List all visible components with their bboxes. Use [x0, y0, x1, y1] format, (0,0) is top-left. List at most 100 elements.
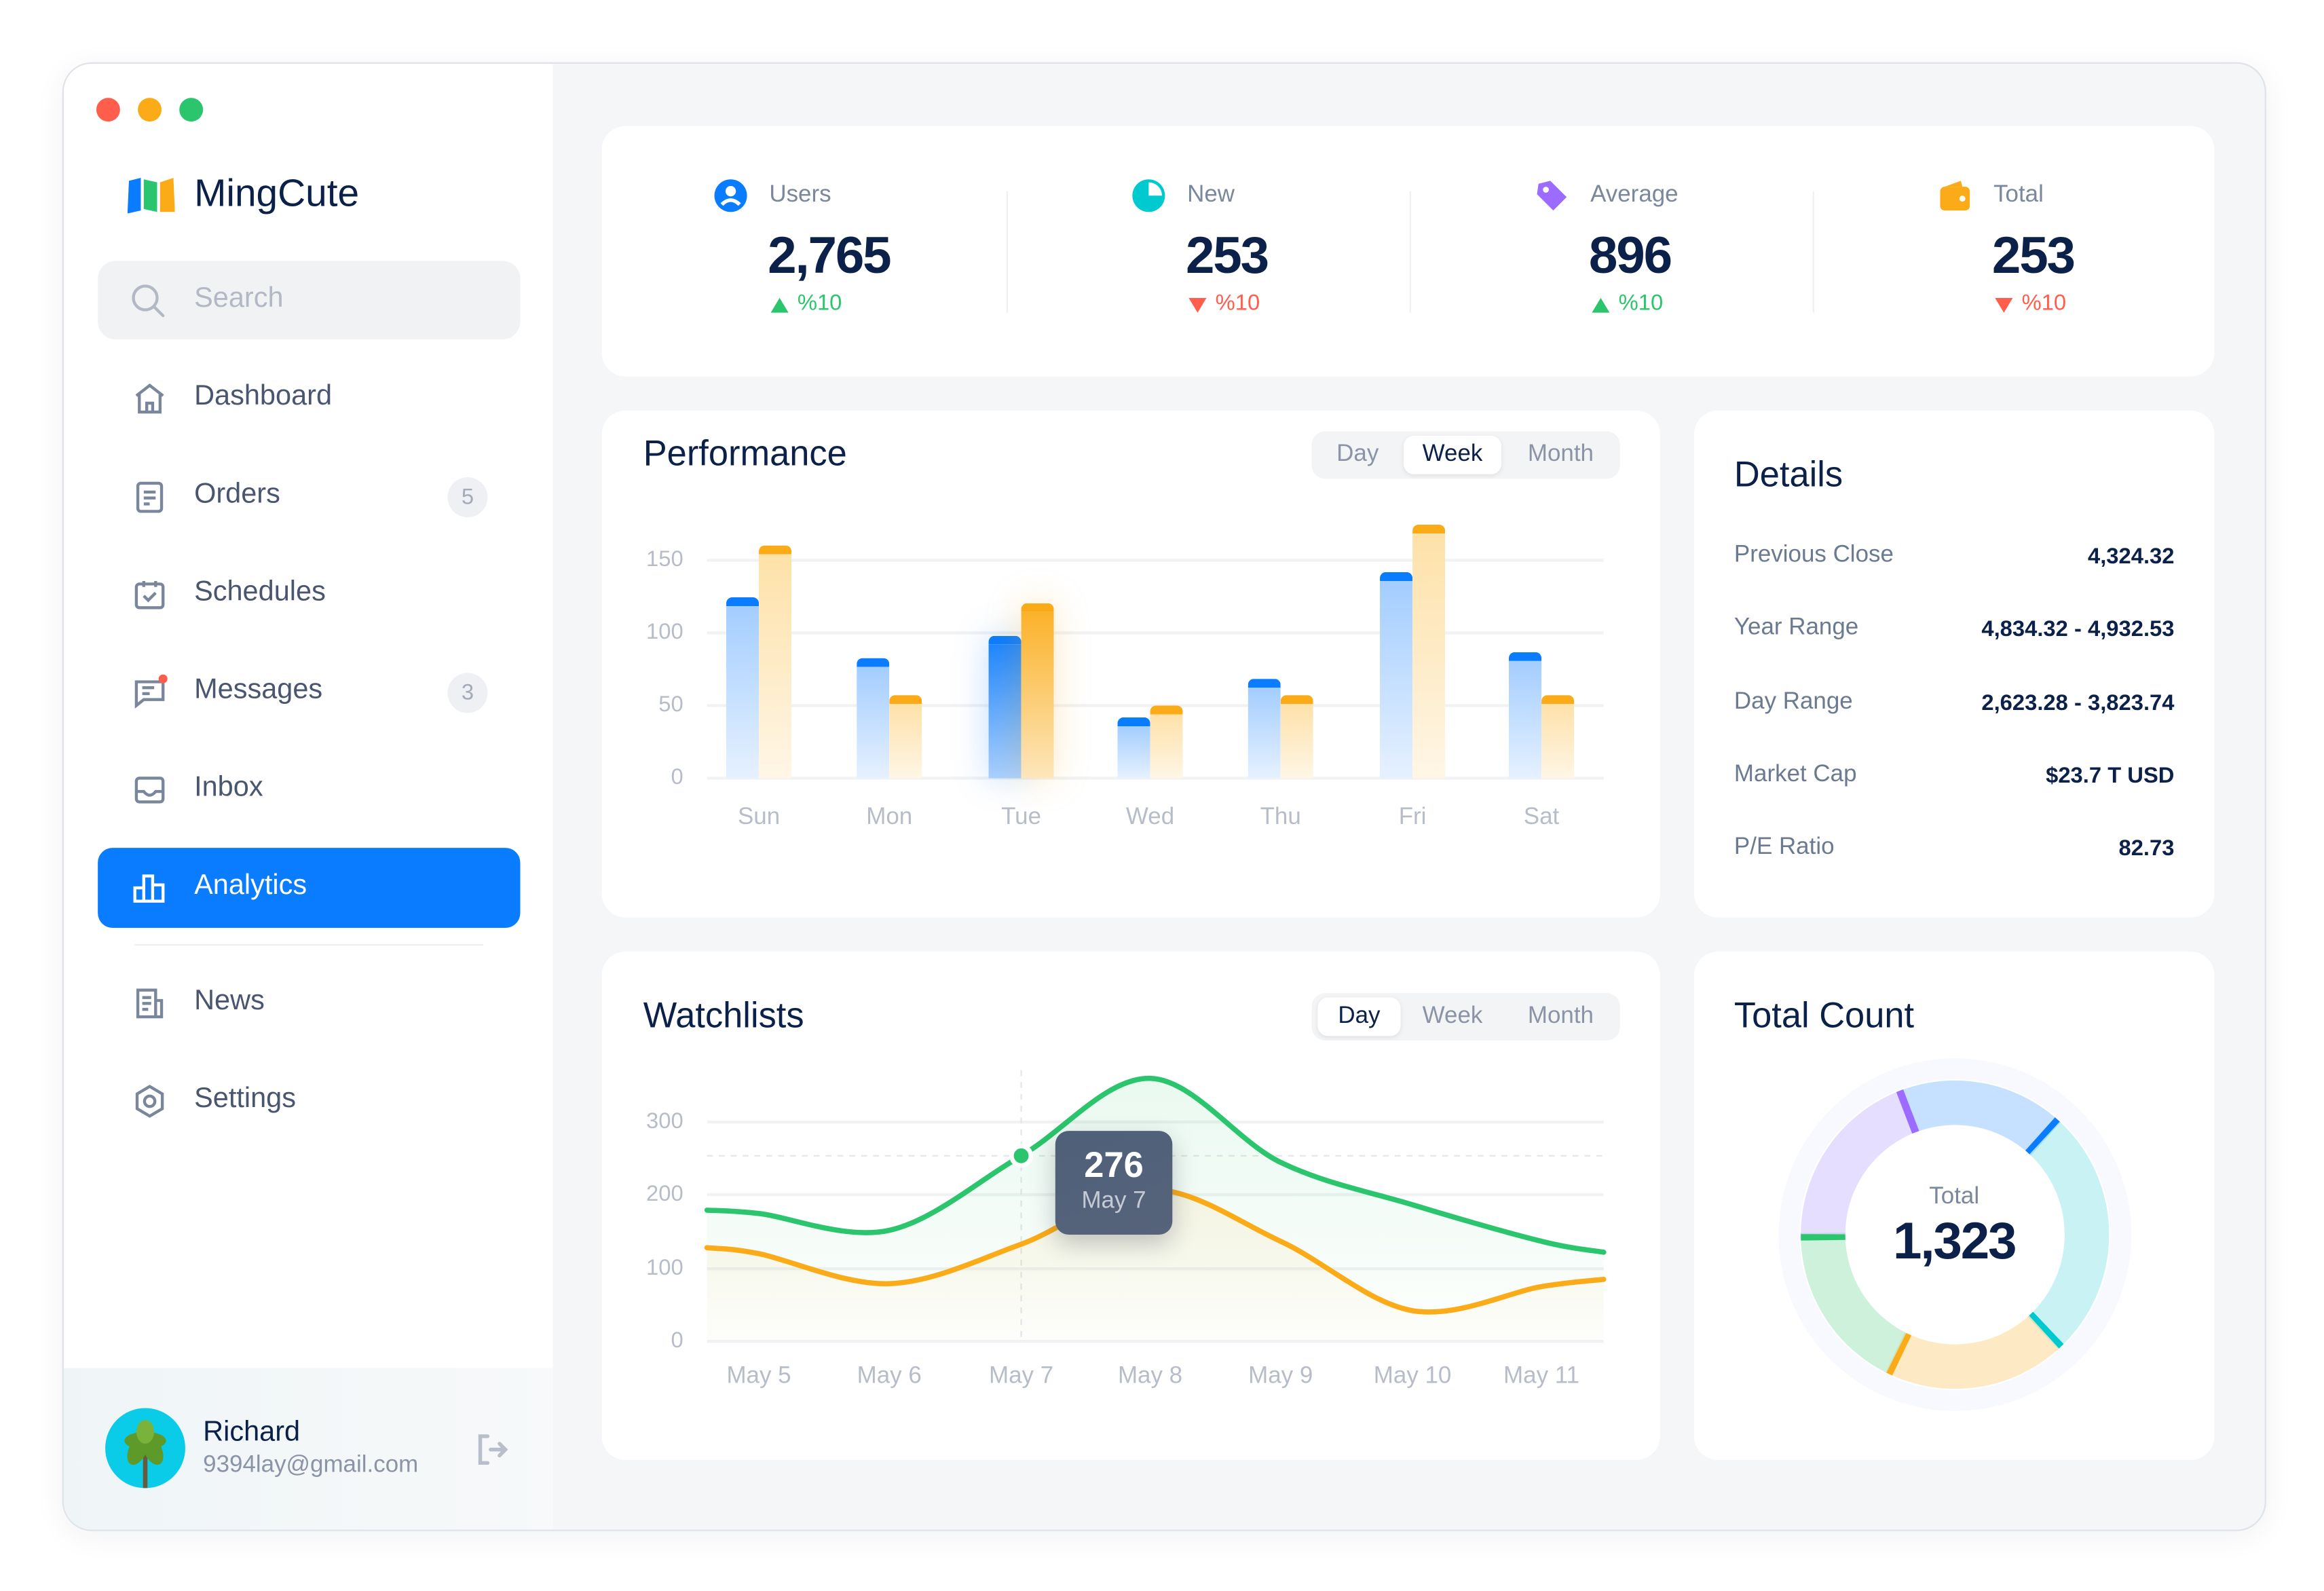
y-tick-label: 0	[671, 1328, 683, 1353]
bar-orange-thu[interactable]	[1280, 695, 1313, 779]
sidebar-item-messages[interactable]: Messages 3	[98, 652, 520, 732]
x-tick-label: Mon	[866, 804, 913, 830]
x-tick-label: May 6	[857, 1364, 922, 1389]
tab-week[interactable]: Week	[1403, 436, 1502, 474]
point-green-1[interactable]	[885, 1226, 894, 1235]
tag-icon	[1537, 181, 1567, 211]
donut-segment-purple[interactable]	[1801, 1089, 1918, 1235]
app-name: MingCute	[194, 170, 360, 215]
bar-orange-fri[interactable]	[1412, 523, 1446, 779]
bar-orange-mon[interactable]	[889, 695, 922, 779]
bar-blue-tue[interactable]	[988, 635, 1022, 779]
donut-segment-orange[interactable]	[1886, 1315, 2059, 1389]
x-tick-label: May 11	[1503, 1364, 1580, 1389]
point-orange-4[interactable]	[1276, 1237, 1285, 1246]
x-tick-label: Tue	[1001, 804, 1042, 830]
sidebar-item-inbox[interactable]: Inbox	[98, 750, 520, 830]
bar-blue-thu[interactable]	[1248, 679, 1281, 779]
tab-week[interactable]: Week	[1422, 1003, 1483, 1029]
point-orange-2[interactable]	[1017, 1240, 1026, 1249]
stat-delta: %10	[1215, 291, 1260, 316]
stats-card: Users 2,765 %10 New 253 %10 Average 896 %10 Total…	[601, 126, 2215, 377]
trend-up-icon	[1592, 297, 1610, 313]
point-green-4[interactable]	[1276, 1158, 1285, 1167]
donut-segment-blue[interactable]	[1902, 1080, 2060, 1155]
point-orange-6[interactable]	[1537, 1282, 1545, 1291]
y-tick-label: 200	[646, 1182, 683, 1208]
inbox-icon	[134, 776, 165, 804]
area-orange	[707, 1189, 1604, 1342]
x-tick-label: Wed	[1125, 804, 1175, 830]
sidebar: MingCute Search Dashboard Orders 5 Sched…	[63, 63, 553, 1530]
sidebar-item-label: Settings	[194, 1083, 296, 1115]
calendar-check-icon	[134, 581, 165, 610]
tab-day[interactable]: Day	[1336, 441, 1379, 467]
tab-day[interactable]: Day	[1317, 997, 1401, 1036]
x-tick-label: Sun	[737, 804, 781, 830]
donut-segment-green[interactable]	[1801, 1234, 1907, 1373]
tab-month[interactable]: Month	[1527, 441, 1594, 467]
detail-row: Day Range 2,623.28 - 3,823.74	[1694, 689, 2214, 724]
chart-tooltip: 276 May 7	[1055, 1130, 1173, 1235]
detail-label: P/E Ratio	[1733, 834, 1835, 860]
performance-range-tabs: Day Week Month	[1311, 431, 1620, 479]
news-icon	[136, 988, 164, 1019]
detail-value: 4,324.32	[2087, 544, 2175, 569]
stat-delta: %10	[797, 291, 842, 316]
donut-marker-blue	[2025, 1117, 2061, 1156]
y-tick-label: 100	[646, 1254, 683, 1281]
bar-blue-fri[interactable]	[1380, 572, 1413, 779]
stat-value: 2,765	[768, 227, 892, 285]
stat-divider	[1006, 191, 1008, 313]
sidebar-item-orders[interactable]: Orders 5	[98, 457, 520, 537]
home-icon	[135, 383, 164, 414]
detail-row: P/E Ratio 82.73	[1694, 835, 2214, 870]
point-orange-0[interactable]	[755, 1250, 764, 1258]
bar-orange-sat[interactable]	[1541, 695, 1575, 779]
bar-orange-wed[interactable]	[1150, 705, 1183, 779]
x-tick-label: May 5	[726, 1364, 791, 1389]
tab-month[interactable]: Month	[1527, 1003, 1594, 1029]
sidebar-item-settings[interactable]: Settings	[98, 1062, 520, 1142]
point-orange-1[interactable]	[885, 1279, 894, 1288]
maximize-window-button[interactable]	[179, 98, 204, 122]
donut-center-label: Total	[1929, 1184, 1980, 1210]
bar-orange-tue[interactable]	[1021, 603, 1054, 779]
x-tick-label: May 8	[1117, 1364, 1183, 1389]
point-green-3[interactable]	[1146, 1074, 1155, 1083]
donut-glow	[1778, 1058, 2132, 1411]
minimize-window-button[interactable]	[138, 98, 162, 122]
user-icon	[714, 179, 747, 212]
avatar[interactable]	[105, 1408, 185, 1489]
point-orange-5[interactable]	[1408, 1306, 1417, 1315]
sidebar-item-label: Dashboard	[194, 381, 333, 413]
donut-marker-green	[1801, 1232, 1845, 1241]
y-tick-label: 100	[646, 619, 683, 645]
bar-blue-mon[interactable]	[857, 657, 890, 779]
sidebar-item-news[interactable]: News	[98, 963, 520, 1043]
bar-blue-sun[interactable]	[726, 596, 760, 779]
detail-value: 2,623.28 - 3,823.74	[1981, 690, 2175, 715]
close-window-button[interactable]	[96, 98, 120, 122]
tooltip-value: 276	[1084, 1145, 1144, 1186]
watchlists-range-tabs: Day Week Month	[1311, 993, 1620, 1041]
gridline	[707, 776, 1604, 780]
point-green-0[interactable]	[755, 1209, 764, 1218]
bar-orange-sun[interactable]	[759, 546, 792, 779]
bar-blue-sat[interactable]	[1509, 652, 1542, 779]
orders-count-badge: 5	[447, 477, 488, 518]
sidebar-item-dashboard[interactable]: Dashboard	[98, 358, 520, 438]
app-window: MingCute Search Dashboard Orders 5 Sched…	[62, 62, 2266, 1531]
wallet-icon	[1940, 181, 1970, 211]
detail-label: Day Range	[1733, 688, 1853, 714]
point-green-5[interactable]	[1408, 1200, 1417, 1209]
highlight-point[interactable]	[1009, 1144, 1034, 1168]
logout-icon[interactable]	[476, 1434, 511, 1466]
bar-blue-wed[interactable]	[1117, 717, 1150, 779]
donut-segment-cyan[interactable]	[2029, 1121, 2110, 1349]
point-green-6[interactable]	[1537, 1237, 1545, 1246]
performance-card: Performance Day Week Month 0 50 100 150 Sun M…	[601, 410, 1660, 918]
search-input[interactable]: Search	[98, 261, 521, 340]
sidebar-item-analytics[interactable]: Analytics	[98, 848, 521, 928]
sidebar-item-schedules[interactable]: Schedules	[98, 555, 520, 635]
